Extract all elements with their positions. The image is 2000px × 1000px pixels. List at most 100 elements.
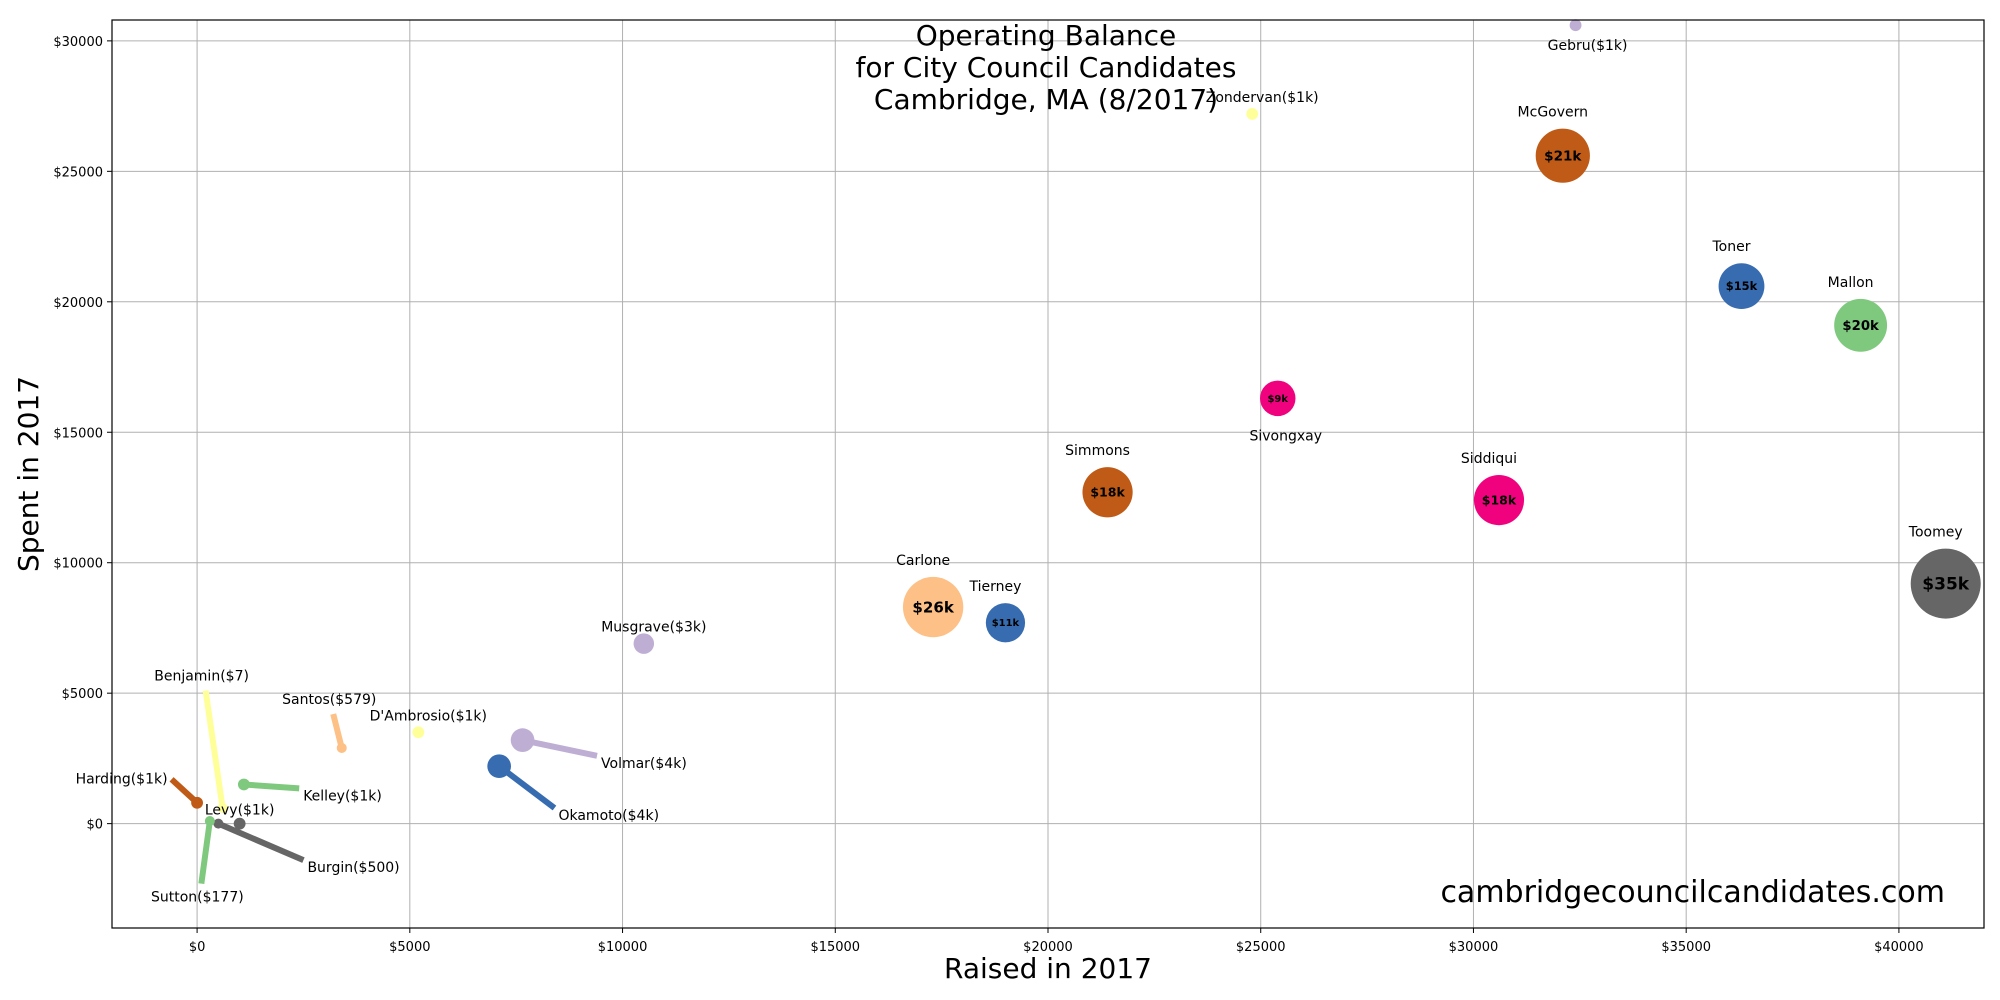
point-santos: Santos($579): [282, 692, 376, 753]
label-arrow-santos: [330, 713, 345, 749]
bubble-toomey: [1910, 548, 1981, 619]
candidate-label-mallon: Mallon: [1828, 275, 1874, 291]
balance-label-mcgovern: $21k: [1544, 148, 1582, 164]
bubble-santos: [336, 742, 347, 753]
point-carlone: Carlone $26k: [896, 553, 964, 638]
point-tierney: Tierney $11k: [969, 579, 1026, 643]
balance-label-carlone: $26k: [912, 598, 954, 616]
candidate-label-levy: Levy($1k): [205, 803, 275, 819]
x-tick-label: $40000: [1874, 940, 1924, 955]
candidate-label-mcgovern: McGovern: [1518, 105, 1588, 121]
point-benjamin: Benjamin($7): [154, 669, 249, 813]
bubble-benjamin: [217, 802, 228, 813]
candidate-label-okamoto: Okamoto($4k): [558, 808, 659, 824]
x-tick-label: $5000: [389, 940, 430, 955]
candidate-label-d-ambrosio: D'Ambrosio($1k): [370, 708, 487, 724]
balance-label-siddiqui: $18k: [1482, 492, 1517, 507]
watermark-text: cambridgecouncilcandidates.com: [1440, 875, 1945, 910]
balance-label-tierney: $11k: [992, 618, 1020, 629]
label-arrow-benjamin: [202, 690, 226, 809]
bubble-zondervan: [1246, 108, 1259, 120]
chart-title-line: Operating Balance: [916, 19, 1177, 52]
plot-frame: [111, 19, 1985, 929]
point-d-ambrosio: D'Ambrosio($1k): [370, 708, 487, 739]
grid-lines: [112, 20, 1984, 928]
bubble-mcgovern: [1535, 128, 1590, 183]
bubble-sivongxay: [1259, 380, 1296, 417]
balance-label-toner: $15k: [1726, 279, 1758, 293]
bubble-okamoto: [487, 754, 511, 779]
point-zondervan: Zondervan($1k): [1206, 90, 1319, 120]
balance-label-sivongxay: $9k: [1267, 394, 1288, 405]
candidate-label-burgin: Burgin($500): [307, 860, 399, 876]
candidate-label-simmons: Simmons: [1065, 443, 1130, 459]
candidate-label-gebru: Gebru($1k): [1548, 38, 1628, 54]
data-marks: Gebru($1k) Zondervan($1k) McGovern $21k Tone…: [76, 19, 1981, 906]
label-arrow-sutton: [198, 820, 213, 885]
candidate-label-harding: Harding($1k): [76, 771, 168, 787]
point-musgrave: Musgrave($3k): [601, 620, 706, 654]
candidate-label-musgrave: Musgrave($3k): [601, 620, 706, 636]
candidate-label-kelley: Kelley($1k): [303, 788, 382, 804]
point-kelley: Kelley($1k): [237, 778, 382, 804]
label-arrow-kelley: [243, 781, 300, 792]
candidate-label-volmar: Volmar($4k): [601, 756, 687, 772]
x-axis-label: Raised in 2017: [944, 952, 1152, 985]
candidate-label-zondervan: Zondervan($1k): [1206, 90, 1319, 106]
point-toomey: Toomey $35k: [1908, 525, 1981, 619]
candidate-label-siddiqui: Siddiqui: [1461, 451, 1517, 467]
candidate-label-sivongxay: Sivongxay: [1249, 428, 1322, 444]
bubble-d-ambrosio: [412, 726, 425, 739]
bubble-simmons: [1082, 467, 1133, 518]
point-okamoto: Okamoto($4k): [487, 754, 659, 824]
bubble-carlone: [902, 576, 964, 638]
candidate-label-carlone: Carlone: [896, 553, 950, 569]
point-sutton: Sutton($177): [151, 816, 244, 906]
label-arrow-volmar: [521, 737, 598, 759]
bubble-toner: [1718, 263, 1765, 310]
point-harding: Harding($1k): [76, 771, 204, 809]
bubble-musgrave: [633, 633, 655, 654]
point-mcgovern: McGovern $21k: [1518, 105, 1590, 183]
y-axis-label: Spent in 2017: [12, 376, 45, 572]
y-tick-label: $30000: [53, 35, 103, 50]
candidate-label-benjamin: Benjamin($7): [154, 669, 249, 685]
candidate-label-sutton: Sutton($177): [151, 890, 244, 906]
bubble-volmar: [510, 728, 535, 752]
bubble-kelley: [237, 778, 250, 791]
bubble-mallon: [1834, 298, 1888, 352]
y-tick-label: $25000: [53, 165, 103, 180]
axis-ticks: $0 $5000 $10000 $15000 $20000 $25000 $30000 $35…: [53, 35, 1923, 955]
x-tick-label: $10000: [598, 940, 648, 955]
x-tick-label: $0: [189, 940, 206, 955]
candidate-label-toner: Toner: [1711, 239, 1750, 255]
x-tick-label: $25000: [1236, 940, 1286, 955]
y-tick-label: $5000: [62, 687, 103, 702]
x-tick-label: $20000: [1023, 940, 1073, 955]
y-tick-label: $20000: [53, 296, 103, 311]
bubble-burgin: [213, 818, 224, 829]
point-toner: Toner $15k: [1711, 239, 1765, 310]
chart-title-line: Cambridge, MA (8/2017): [874, 83, 1218, 116]
point-sivongxay: Sivongxay $9k: [1249, 380, 1322, 444]
point-siddiqui: Siddiqui $18k: [1461, 451, 1525, 526]
y-tick-label: $10000: [53, 557, 103, 572]
bubble-gebru: [1569, 19, 1582, 32]
balance-label-toomey: $35k: [1922, 575, 1969, 595]
bubble-siddiqui: [1473, 474, 1525, 526]
point-burgin: Burgin($500): [213, 818, 400, 876]
bubble-tierney: [985, 603, 1026, 643]
point-gebru: Gebru($1k): [1548, 19, 1628, 54]
x-tick-label: $35000: [1661, 940, 1711, 955]
candidate-label-tierney: Tierney: [969, 579, 1022, 595]
point-simmons: Simmons $18k: [1065, 443, 1133, 518]
point-levy: Levy($1k): [205, 803, 275, 830]
bubble-sutton: [204, 816, 215, 827]
x-tick-label: $30000: [1449, 940, 1499, 955]
bubble-harding: [191, 796, 204, 809]
y-tick-label: $15000: [53, 426, 103, 441]
candidate-label-santos: Santos($579): [282, 692, 376, 708]
y-tick-label: $0: [86, 818, 103, 833]
